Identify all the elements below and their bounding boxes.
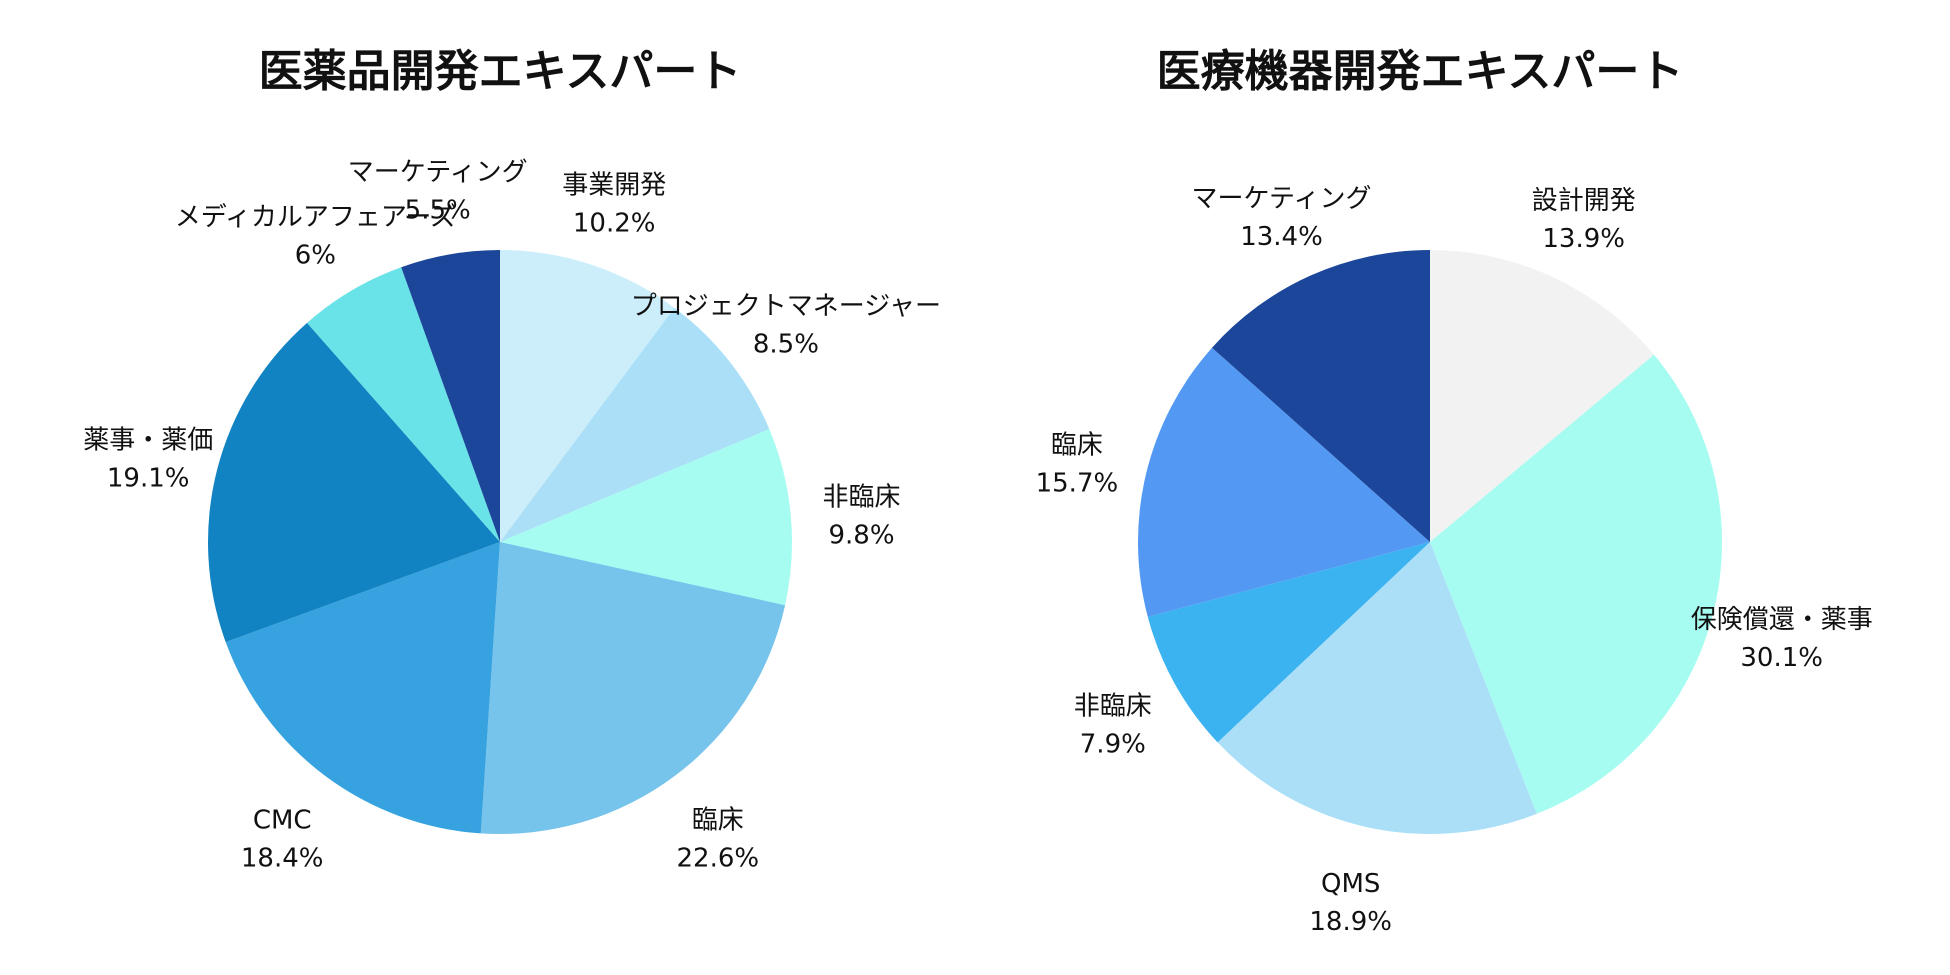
slice-value-label: 18.4% [241, 843, 324, 873]
chart-title: 医療機器開発エキスパート [1157, 46, 1684, 97]
slice-value-label: 13.4% [1240, 222, 1323, 252]
slice-label: CMC [253, 805, 312, 835]
slice-label: QMS [1321, 869, 1380, 899]
pie-labels: 設計開発 13.9% 保険償還・薬事 30.1% QMS 18.9% 非臨床 7.9% 臨床 15… [1036, 184, 1873, 937]
medical-device-pie-chart: 医療機器開発エキスパート 設計開発 13.9% 保険償還・薬事 30.1% QMS 18.… [1036, 46, 1873, 937]
slice-value-label: 13.9% [1542, 224, 1625, 254]
slice-value-label: 5.5% [405, 195, 471, 225]
pie-slice-3 [1147, 542, 1430, 743]
slice-value-label: 7.9% [1080, 730, 1146, 760]
slice-value-label: 15.7% [1036, 469, 1119, 499]
slice-label: 薬事・薬価 [83, 425, 213, 455]
chart-title: 医薬品開発エキスパート [259, 46, 742, 97]
pie-slice-4 [225, 542, 500, 834]
pie-slice-1 [500, 307, 770, 542]
slice-value-label: 19.1% [107, 463, 190, 493]
pie-slice-4 [1137, 347, 1430, 617]
slice-value-label: 6% [295, 241, 336, 271]
slice-value-label: 10.2% [573, 208, 656, 238]
slice-value-label: 9.8% [828, 521, 894, 551]
slice-label: プロジェクトマネージャー [631, 291, 941, 321]
pie-slice-0 [1430, 250, 1654, 542]
slice-label: 非臨床 [1074, 692, 1152, 722]
slice-label: 臨床 [1051, 431, 1103, 461]
slice-label: 臨床 [692, 805, 744, 835]
slice-value-label: 30.1% [1740, 643, 1823, 673]
pie-labels: 事業開発 10.2% プロジェクトマネージャー 8.5% 非臨床 9.8% 臨床 22.6% C… [83, 157, 941, 873]
slice-value-label: 22.6% [676, 843, 759, 873]
slice-label: 設計開発 [1532, 186, 1636, 216]
pie-slice-1 [1430, 354, 1722, 814]
pie-slice-2 [500, 429, 793, 606]
pharma-pie-chart: 医薬品開発エキスパート 事業開発 10.2% プロジェクトマネージャー 8.5% 非臨床… [83, 46, 941, 873]
pie-slice-0 [500, 250, 675, 542]
pie-slice-5 [208, 322, 500, 643]
pie-slices [1137, 249, 1722, 834]
slice-label: マーケティング [1192, 184, 1372, 214]
pie-slice-2 [1217, 542, 1537, 834]
slice-label: 保険償還・薬事 [1691, 605, 1873, 635]
slice-label: 事業開発 [562, 170, 666, 200]
pie-slice-3 [480, 542, 786, 835]
slice-label: マーケティング [348, 157, 528, 187]
slice-value-label: 18.9% [1309, 907, 1392, 937]
pie-slice-6 [307, 267, 500, 542]
pie-slices [208, 250, 793, 835]
slice-value-label: 8.5% [753, 329, 819, 359]
pie-slice-5 [1212, 249, 1430, 542]
slice-label: 非臨床 [822, 483, 900, 513]
pie-slice-7 [401, 250, 500, 542]
slice-label: メディカルアフェアーズ [175, 203, 456, 233]
